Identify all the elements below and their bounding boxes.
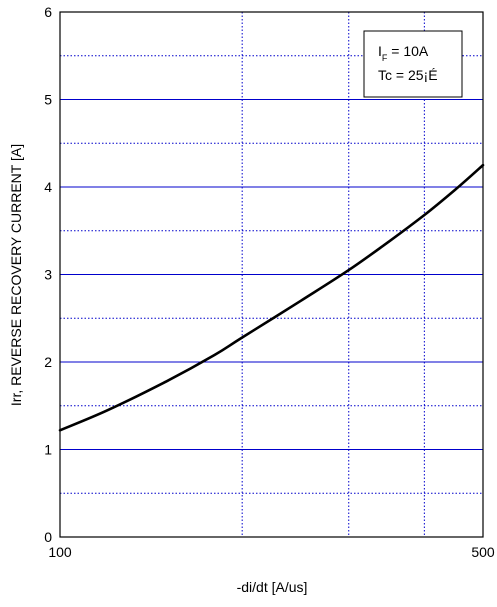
legend-box [363, 30, 463, 98]
y-tick-label: 6 [44, 4, 52, 20]
y-tick-label: 4 [44, 179, 52, 195]
grid-layer [60, 12, 483, 537]
legend-line-1: IF = 10A [378, 43, 429, 63]
legend-line-1-sub: F [382, 53, 388, 63]
legend-line-1-main: I [378, 43, 382, 59]
y-tick-label: 1 [44, 442, 52, 458]
x-axis-label: -di/dt [A/us] [237, 579, 308, 595]
tick-layer: 0 1 2 3 4 5 6 100 500 [44, 4, 495, 560]
legend: IF = 10A Tc = 25¡É [363, 30, 463, 98]
y-tick-label: 2 [44, 354, 52, 370]
series-line [58, 163, 485, 432]
x-tick-label: 500 [471, 544, 495, 560]
y-tick-label: 5 [44, 92, 52, 108]
x-tick-label: 100 [48, 544, 72, 560]
y-tick-label: 0 [44, 529, 52, 545]
plot-frame [59, 11, 484, 538]
legend-line-1-rest: = 10A [387, 43, 429, 59]
legend-line-2: Tc = 25¡É [378, 67, 438, 83]
y-tick-label: 3 [44, 267, 52, 283]
y-axis-label: Irr, REVERSE RECOVERY CURRENT [A] [8, 144, 24, 406]
series-layer [58, 163, 485, 432]
